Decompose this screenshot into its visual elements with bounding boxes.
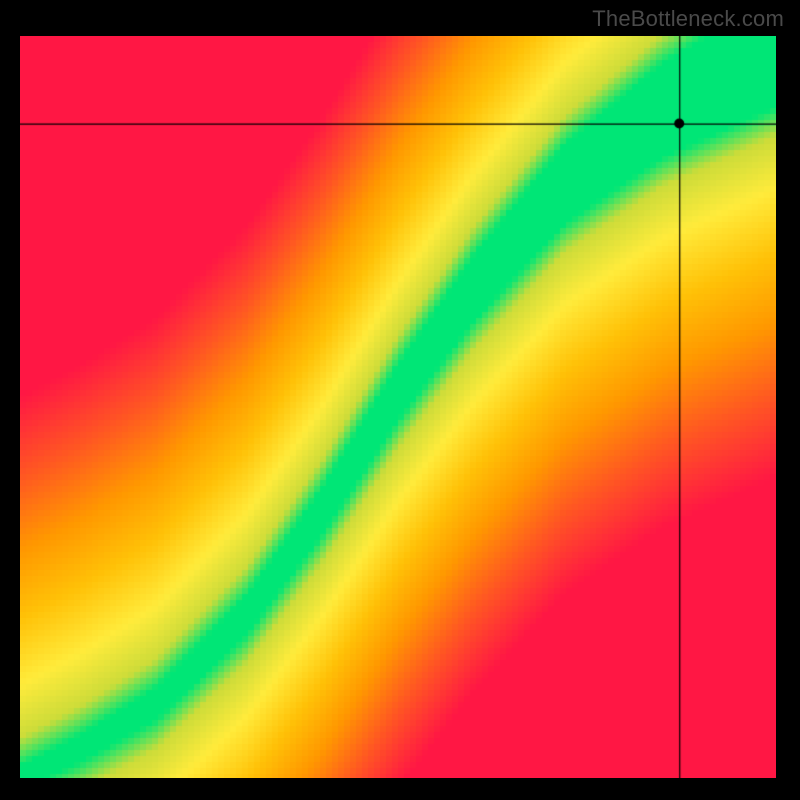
- watermark-text: TheBottleneck.com: [592, 6, 784, 32]
- bottleneck-heatmap: [20, 36, 776, 778]
